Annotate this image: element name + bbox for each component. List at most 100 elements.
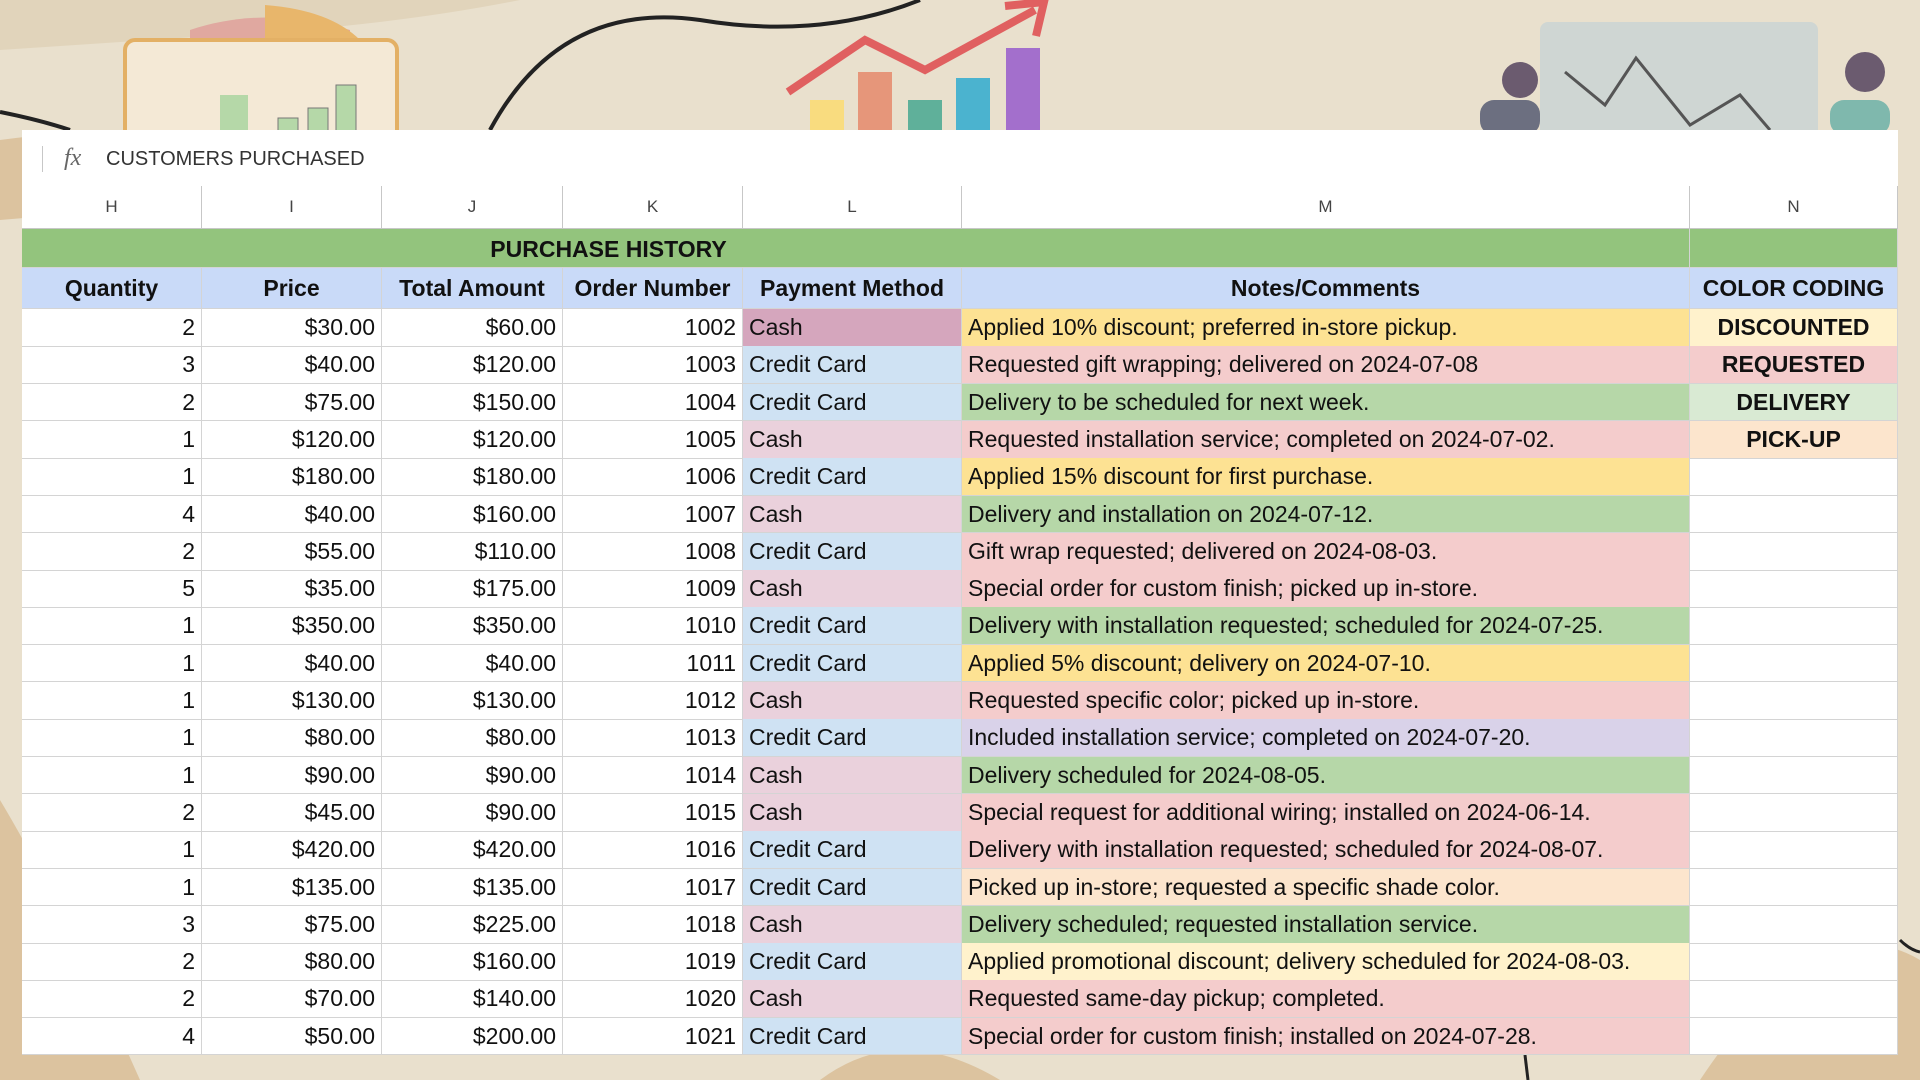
color-code-cell (1690, 682, 1898, 720)
number-cell: 2 (22, 309, 202, 347)
text-cell: Cash (743, 309, 962, 347)
text-cell: Applied 5% discount; delivery on 2024-07… (962, 644, 1690, 683)
number-cell: $45.00 (202, 793, 382, 832)
number-cell: 1015 (563, 793, 743, 832)
number-cell: 3 (22, 905, 202, 944)
color-code-cell (1690, 793, 1898, 832)
curve (488, 0, 921, 131)
number-cell: 2 (22, 793, 202, 832)
number-cell: $40.00 (382, 644, 563, 683)
number-cell: 1011 (563, 644, 743, 683)
number-cell: $80.00 (202, 719, 382, 758)
title-row-n (1690, 229, 1898, 268)
number-cell: 1009 (563, 570, 743, 608)
header-cell: Notes/Comments (962, 268, 1690, 309)
number-cell: $80.00 (382, 719, 563, 758)
text-cell: Cash (743, 420, 962, 459)
number-cell: 1 (22, 607, 202, 646)
column-letter: N (1690, 186, 1898, 229)
number-cell: $420.00 (202, 831, 382, 869)
text-cell: Delivery to be scheduled for next week. (962, 383, 1690, 422)
column-letter: I (202, 186, 382, 229)
person-deco (1502, 62, 1538, 98)
color-code-cell (1690, 980, 1898, 1019)
header-cell: Payment Method (743, 268, 962, 309)
color-code-cell (1690, 532, 1898, 571)
color-code-cell (1690, 607, 1898, 646)
number-cell: $35.00 (202, 570, 382, 608)
color-code-cell (1690, 756, 1898, 795)
number-cell: 4 (22, 495, 202, 534)
text-cell: Requested gift wrapping; delivered on 20… (962, 346, 1690, 385)
number-cell: 1 (22, 719, 202, 758)
number-cell: 1 (22, 831, 202, 869)
number-cell: 1006 (563, 458, 743, 496)
blob (820, 1050, 1000, 1080)
number-cell: $60.00 (382, 309, 563, 347)
number-cell: 1003 (563, 346, 743, 385)
text-cell: Credit Card (743, 346, 962, 385)
text-cell: Cash (743, 905, 962, 944)
number-cell: $90.00 (382, 756, 563, 795)
text-cell: Cash (743, 756, 962, 795)
arrow-deco (785, 6, 1037, 96)
text-cell: Special order for custom finish; install… (962, 1017, 1690, 1056)
number-cell: $75.00 (202, 905, 382, 944)
bar-deco (810, 100, 844, 132)
color-code-cell (1690, 458, 1898, 496)
text-cell: Credit Card (743, 458, 962, 496)
number-cell: 2 (22, 943, 202, 981)
text-cell: Delivery with installation requested; sc… (962, 607, 1690, 646)
curve (0, 110, 71, 132)
number-cell: 1018 (563, 905, 743, 944)
color-code-cell (1690, 831, 1898, 869)
number-cell: $135.00 (382, 868, 563, 907)
fx-icon: fx (64, 145, 82, 171)
bar-deco (335, 84, 357, 136)
number-cell: $90.00 (382, 793, 563, 832)
number-cell: $420.00 (382, 831, 563, 869)
bar-deco (956, 78, 990, 132)
header-cell: Order Number (563, 268, 743, 309)
number-cell: 1016 (563, 831, 743, 869)
number-cell: $120.00 (382, 420, 563, 459)
color-code-cell (1690, 719, 1898, 758)
header-cell: Price (202, 268, 382, 309)
number-cell: 1004 (563, 383, 743, 422)
number-cell: 1005 (563, 420, 743, 459)
text-cell: Credit Card (743, 644, 962, 683)
color-code-cell (1690, 495, 1898, 534)
text-cell: Cash (743, 980, 962, 1019)
number-cell: 4 (22, 1017, 202, 1056)
header-cell: COLOR CODING (1690, 268, 1898, 309)
text-cell: Gift wrap requested; delivered on 2024-0… (962, 532, 1690, 571)
color-code-cell (1690, 868, 1898, 907)
number-cell: 2 (22, 980, 202, 1019)
number-cell: $30.00 (202, 309, 382, 347)
text-cell: Delivery with installation requested; sc… (962, 831, 1690, 869)
number-cell: $120.00 (202, 420, 382, 459)
text-cell: Requested installation service; complete… (962, 420, 1690, 459)
header-cell: Total Amount (382, 268, 563, 309)
number-cell: $225.00 (382, 905, 563, 944)
text-cell: Special order for custom finish; picked … (962, 570, 1690, 608)
number-cell: $200.00 (382, 1017, 563, 1056)
number-cell: $350.00 (382, 607, 563, 646)
text-cell: Requested same-day pickup; completed. (962, 980, 1690, 1019)
color-code-cell (1690, 570, 1898, 608)
number-cell: $160.00 (382, 943, 563, 981)
number-cell: 1 (22, 756, 202, 795)
number-cell: $150.00 (382, 383, 563, 422)
color-code-cell: DISCOUNTED (1690, 309, 1898, 347)
number-cell: 1019 (563, 943, 743, 981)
text-cell: Delivery and installation on 2024-07-12. (962, 495, 1690, 534)
number-cell: 1021 (563, 1017, 743, 1056)
text-cell: Cash (743, 495, 962, 534)
number-cell: $75.00 (202, 383, 382, 422)
number-cell: 1 (22, 644, 202, 683)
number-cell: $90.00 (202, 756, 382, 795)
person-deco (1480, 100, 1540, 135)
formula-divider (42, 146, 43, 172)
text-cell: Credit Card (743, 383, 962, 422)
